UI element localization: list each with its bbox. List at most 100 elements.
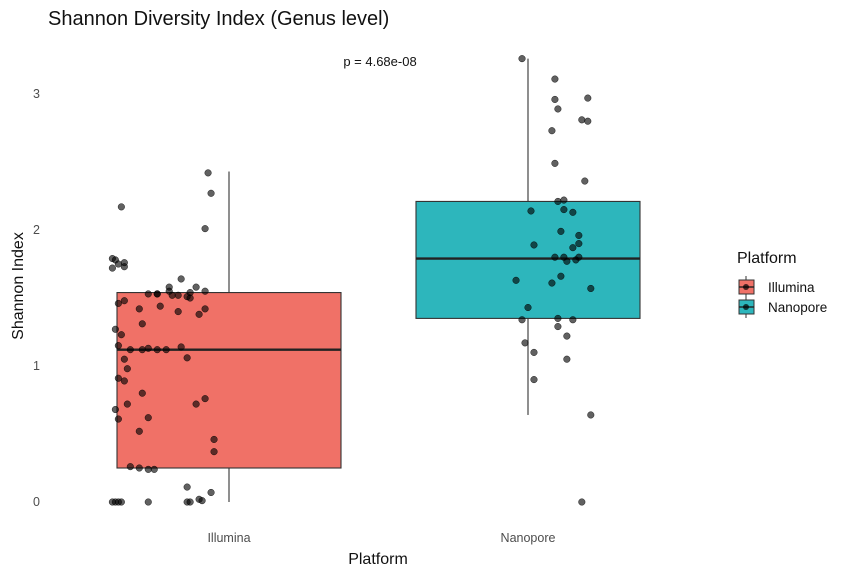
point-nanopore: [581, 177, 589, 185]
y-axis-ticks: 0 1 2 3: [33, 87, 40, 509]
point-illumina: [150, 465, 158, 473]
p-value-annotation: p = 4.68e-08: [343, 54, 416, 69]
chart-title: Shannon Diversity Index (Genus level): [48, 8, 389, 30]
point-illumina: [174, 291, 182, 299]
point-illumina: [123, 400, 131, 408]
point-illumina: [168, 291, 176, 299]
point-nanopore: [554, 197, 562, 205]
point-illumina: [153, 290, 161, 298]
point-nanopore: [512, 276, 520, 284]
point-nanopore: [527, 207, 535, 215]
point-nanopore: [530, 241, 538, 249]
iqr-box: [116, 292, 342, 469]
point-nanopore: [551, 159, 559, 167]
point-illumina: [156, 302, 164, 310]
point-illumina: [144, 465, 152, 473]
x-tick-label: Nanopore: [501, 531, 556, 545]
point-illumina: [120, 377, 128, 385]
point-nanopore: [569, 316, 577, 324]
point-illumina: [201, 305, 209, 313]
point-nanopore: [518, 316, 526, 324]
x-tick-label: Illumina: [207, 531, 250, 545]
point-nanopore: [569, 208, 577, 216]
legend-key-point: [743, 304, 749, 310]
point-illumina: [111, 325, 119, 333]
point-nanopore: [563, 355, 571, 363]
point-illumina: [201, 225, 209, 233]
point-illumina: [114, 299, 122, 307]
point-illumina: [144, 414, 152, 422]
point-illumina: [183, 483, 191, 491]
y-tick-label: 1: [33, 359, 40, 373]
point-nanopore: [521, 339, 529, 347]
point-illumina: [162, 346, 170, 354]
point-illumina: [126, 346, 134, 354]
legend-title: Platform: [737, 250, 797, 267]
point-nanopore: [557, 272, 565, 280]
point-illumina: [138, 346, 146, 354]
y-tick-label: 2: [33, 223, 40, 237]
y-tick-label: 0: [33, 495, 40, 509]
y-axis-title: Shannon Index: [10, 232, 27, 340]
point-nanopore: [575, 240, 583, 248]
point-nanopore: [548, 127, 556, 135]
legend-item-illumina: Illumina: [738, 276, 815, 298]
point-nanopore: [551, 75, 559, 83]
point-illumina: [120, 297, 128, 305]
box-nanopore: [415, 58, 641, 415]
point-nanopore: [584, 117, 592, 125]
point-illumina: [126, 463, 134, 471]
point-nanopore: [524, 303, 532, 312]
point-illumina: [183, 354, 191, 362]
point-nanopore: [518, 55, 526, 63]
point-nanopore: [560, 253, 568, 261]
point-nanopore: [551, 95, 559, 103]
boxes-layer: [116, 58, 641, 502]
point-nanopore: [551, 253, 559, 261]
point-illumina: [114, 260, 122, 268]
point-illumina: [177, 343, 185, 351]
point-nanopore: [548, 279, 556, 287]
point-illumina: [135, 464, 143, 472]
point-illumina: [111, 405, 119, 414]
point-illumina: [114, 415, 122, 423]
point-nanopore: [587, 284, 595, 293]
box-illumina: [116, 171, 342, 502]
point-illumina: [123, 365, 131, 373]
point-illumina: [192, 283, 200, 291]
point-illumina: [186, 498, 194, 506]
point-nanopore: [587, 411, 595, 419]
point-illumina: [144, 290, 152, 298]
point-nanopore: [557, 227, 565, 235]
x-axis-ticks: Illumina Nanopore: [207, 531, 555, 545]
point-illumina: [207, 189, 215, 197]
point-illumina: [108, 264, 116, 272]
legend-label: Illumina: [768, 280, 815, 295]
legend: Platform Illumina Nanopore: [737, 250, 827, 318]
point-nanopore: [563, 332, 571, 340]
point-nanopore: [554, 105, 562, 113]
point-nanopore: [569, 244, 577, 252]
point-illumina: [204, 169, 212, 177]
point-illumina: [108, 255, 116, 263]
points-layer: [108, 55, 595, 506]
point-nanopore: [554, 323, 562, 331]
point-illumina: [201, 287, 209, 295]
point-illumina: [195, 495, 203, 503]
y-tick-label: 3: [33, 87, 40, 101]
point-illumina: [177, 275, 185, 283]
point-illumina: [120, 355, 128, 363]
point-nanopore: [584, 94, 592, 102]
point-illumina: [114, 342, 122, 350]
point-nanopore: [575, 231, 583, 239]
point-illumina: [195, 310, 203, 318]
point-illumina: [144, 498, 152, 506]
point-illumina: [117, 331, 125, 339]
point-nanopore: [578, 116, 586, 124]
point-nanopore: [560, 206, 568, 214]
point-illumina: [186, 294, 194, 302]
point-nanopore: [554, 314, 562, 322]
point-nanopore: [560, 196, 568, 204]
point-nanopore: [530, 348, 538, 356]
